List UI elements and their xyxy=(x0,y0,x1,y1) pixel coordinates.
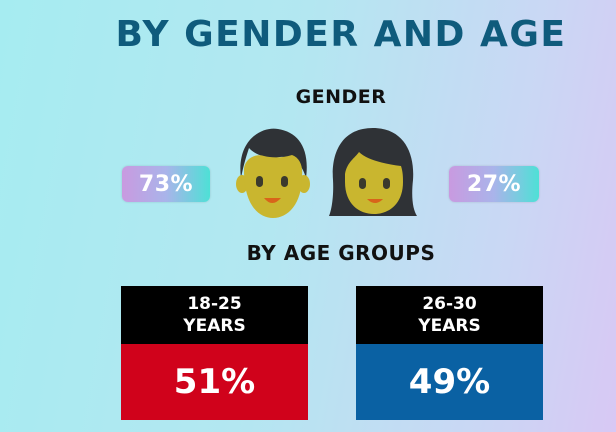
age-range-label: 26-30 xyxy=(422,294,477,314)
age-unit-label: YEARS xyxy=(418,316,481,336)
male-percent-value: 73% xyxy=(138,171,194,197)
female-percent-badge: 27% xyxy=(449,166,539,202)
male-face-icon xyxy=(236,128,310,218)
age-group-value: 49% xyxy=(356,344,543,420)
page-title: BY GENDER AND AGE xyxy=(115,14,567,55)
age-unit-label: YEARS xyxy=(183,316,246,336)
female-percent-value: 27% xyxy=(466,171,522,197)
age-group-card-18-25: 18-25 YEARS 51% xyxy=(121,286,308,420)
gender-heading: GENDER xyxy=(295,86,387,108)
age-group-header: 26-30 YEARS xyxy=(356,286,543,344)
male-percent-badge: 73% xyxy=(122,166,210,202)
age-group-header: 18-25 YEARS xyxy=(121,286,308,344)
age-range-label: 18-25 xyxy=(187,294,242,314)
age-group-value: 51% xyxy=(121,344,308,420)
age-groups-heading: BY AGE GROUPS xyxy=(246,241,436,265)
female-face-icon xyxy=(329,128,417,216)
age-group-card-26-30: 26-30 YEARS 49% xyxy=(356,286,543,420)
